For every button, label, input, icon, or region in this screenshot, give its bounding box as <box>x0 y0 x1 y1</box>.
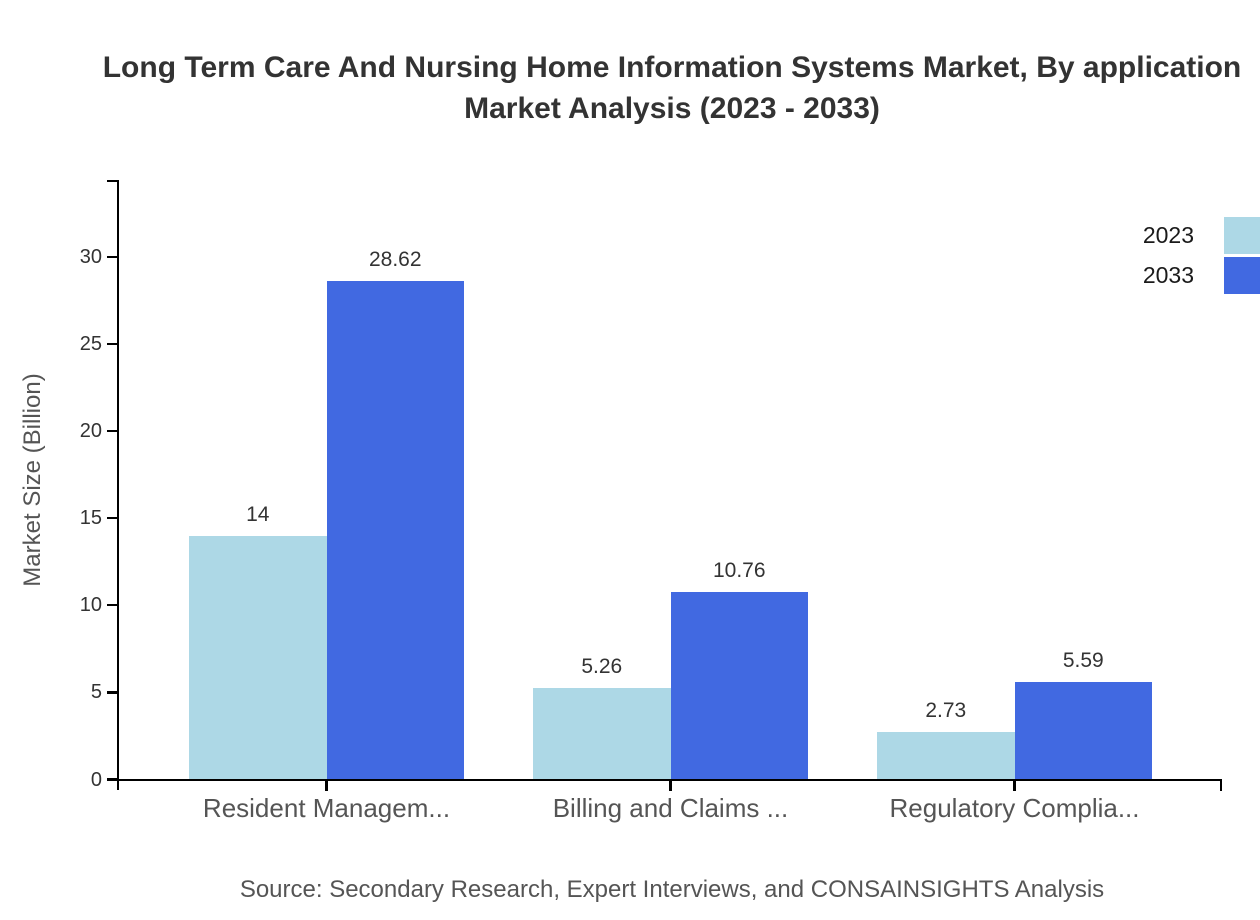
bar-value-label: 14 <box>246 502 270 526</box>
y-axis-title: Market Size (Billion) <box>19 373 46 587</box>
y-tick <box>107 517 117 520</box>
bar-2033 <box>1014 682 1152 780</box>
bar-2023 <box>877 731 1015 780</box>
y-tick <box>107 778 117 781</box>
bar-2033 <box>670 592 808 780</box>
x-tick <box>669 781 672 791</box>
source-text: Source: Secondary Research, Expert Inter… <box>239 876 1105 903</box>
x-axis-outer-tick <box>1219 779 1222 791</box>
bar-2033 <box>326 280 464 780</box>
bar-value-label: 5.26 <box>581 654 623 678</box>
x-category-label: Resident Managem... <box>202 793 451 823</box>
chart-title-line1: Long Term Care And Nursing Home Informat… <box>102 51 1242 84</box>
y-tick <box>107 429 117 433</box>
bar-2023 <box>189 535 327 780</box>
x-tick <box>1013 781 1016 791</box>
y-tick <box>107 342 117 346</box>
y-axis-outer-tick <box>107 180 117 183</box>
legend-label-2033: 2033 <box>1142 262 1194 288</box>
y-tick-label: 20 <box>79 420 102 443</box>
y-tick-label: 5 <box>90 681 102 704</box>
y-axis-line <box>116 180 119 790</box>
bar-value-label: 28.62 <box>368 247 422 271</box>
x-axis-line <box>116 779 1222 782</box>
bar-value-label: 2.73 <box>925 698 967 722</box>
y-tick-label: 30 <box>79 245 102 268</box>
bar-value-label: 10.76 <box>712 559 766 583</box>
legend-label-2023: 2023 <box>1142 221 1194 248</box>
y-tick-label: 0 <box>90 768 102 791</box>
x-category-label: Regulatory Complia... <box>889 793 1140 823</box>
bar-2023 <box>533 687 671 780</box>
y-tick-label: 15 <box>79 507 102 530</box>
y-tick <box>107 255 117 259</box>
y-tick <box>107 691 117 694</box>
legend-row-2033: 2033 <box>1060 256 1260 296</box>
x-tick <box>325 781 328 791</box>
bar-value-label: 5.59 <box>1062 649 1104 673</box>
y-tick-label: 10 <box>79 594 102 617</box>
y-tick-label: 25 <box>79 333 102 355</box>
x-category-label: Billing and Claims ... <box>552 793 789 823</box>
y-tick <box>107 604 117 607</box>
chart-title-line2: Market Analysis (2023 - 2033) <box>464 92 880 125</box>
legend-swatch-2023 <box>1224 216 1260 254</box>
legend-swatch-2033 <box>1224 257 1260 294</box>
legend-row-2023: 2023 <box>1060 215 1260 255</box>
